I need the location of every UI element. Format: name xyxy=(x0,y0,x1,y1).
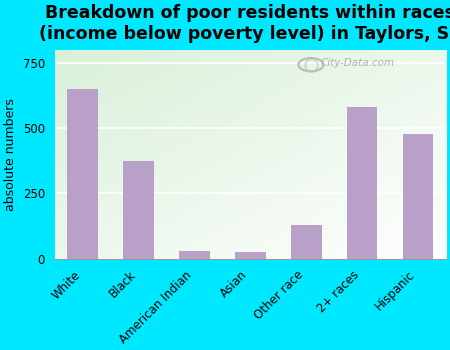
Bar xyxy=(235,252,266,259)
Bar xyxy=(291,225,321,259)
Title: Breakdown of poor residents within races
(income below poverty level) in Taylors: Breakdown of poor residents within races… xyxy=(39,4,450,43)
Bar xyxy=(403,133,433,259)
Bar xyxy=(67,89,98,259)
Bar xyxy=(179,251,210,259)
Text: City-Data.com: City-Data.com xyxy=(321,58,395,68)
Y-axis label: absolute numbers: absolute numbers xyxy=(4,98,17,211)
Bar xyxy=(123,161,154,259)
Bar xyxy=(346,107,378,259)
